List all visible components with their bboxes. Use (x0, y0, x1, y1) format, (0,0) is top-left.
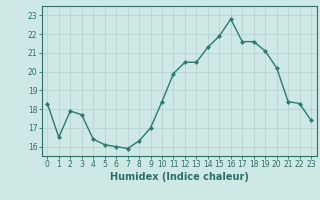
X-axis label: Humidex (Indice chaleur): Humidex (Indice chaleur) (110, 172, 249, 182)
